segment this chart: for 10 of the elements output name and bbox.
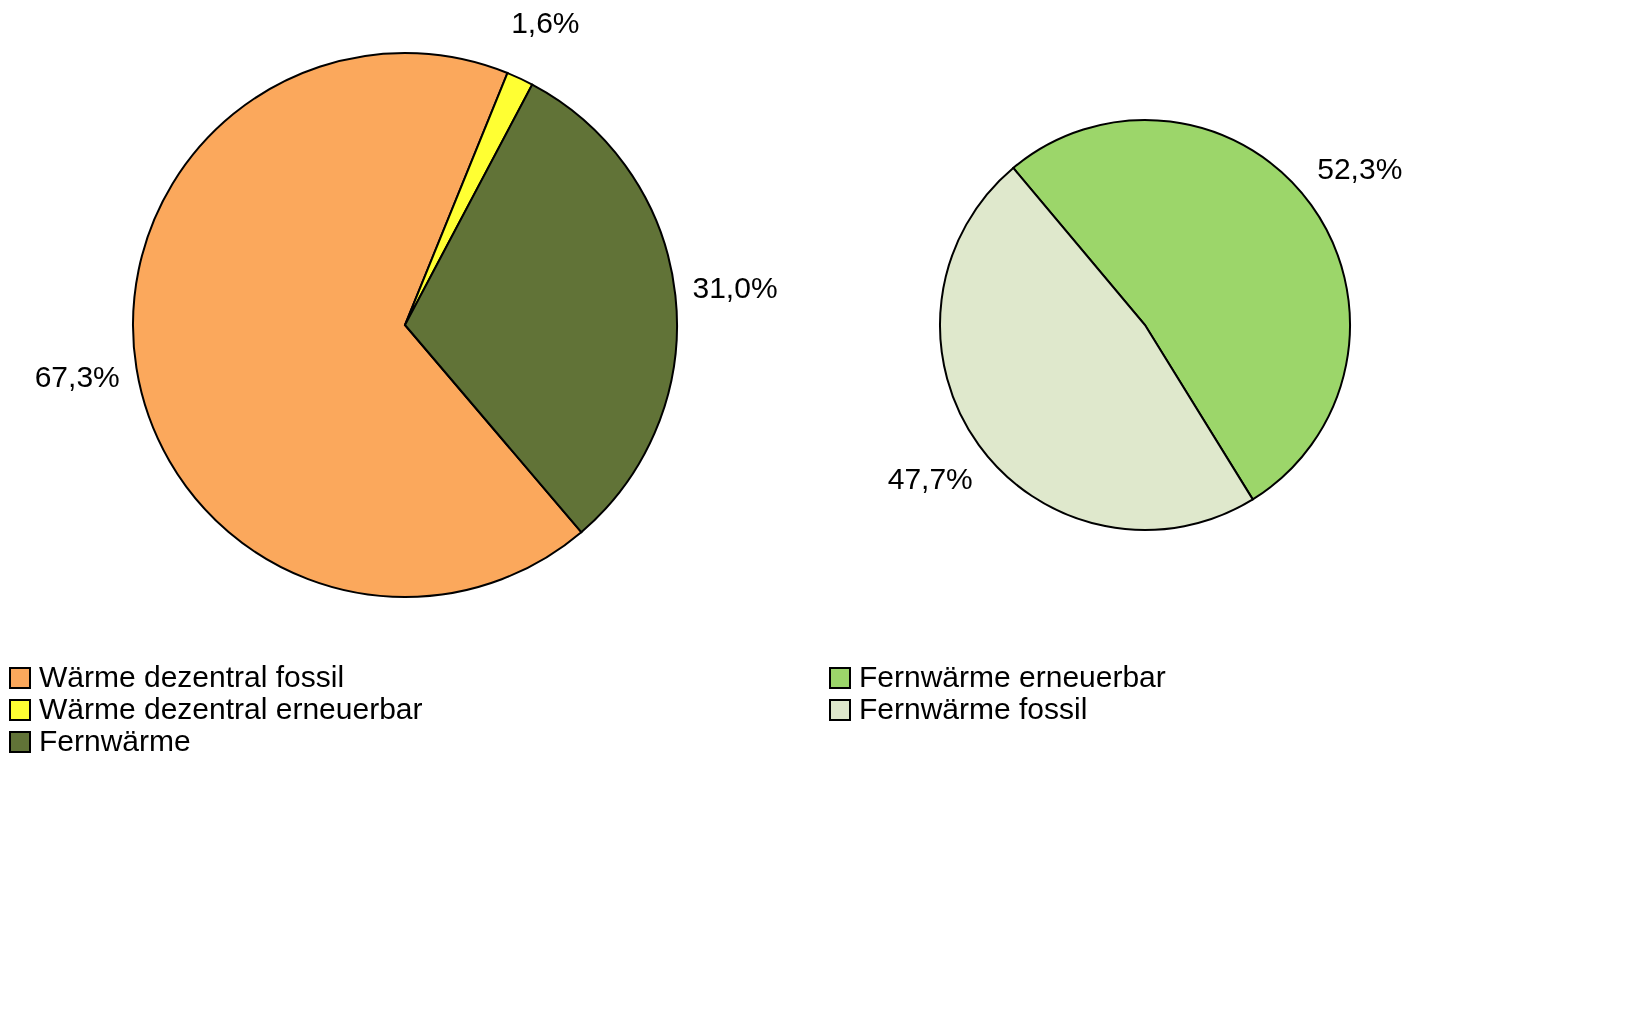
data-label: 52,3% (1317, 151, 1403, 185)
legend-label: Fernwärme erneuerbar (859, 660, 1166, 693)
legend-label: Fernwärme (39, 724, 191, 757)
data-label: 67,3% (34, 359, 120, 393)
data-label: 31,0% (692, 270, 778, 304)
legend-label: Wärme dezentral erneuerbar (39, 692, 423, 725)
data-label: 47,7% (887, 462, 973, 496)
legend-label: Wärme dezentral fossil (39, 660, 345, 693)
legend-label: Fernwärme fossil (859, 692, 1088, 725)
data-label: 1,6% (511, 6, 580, 40)
